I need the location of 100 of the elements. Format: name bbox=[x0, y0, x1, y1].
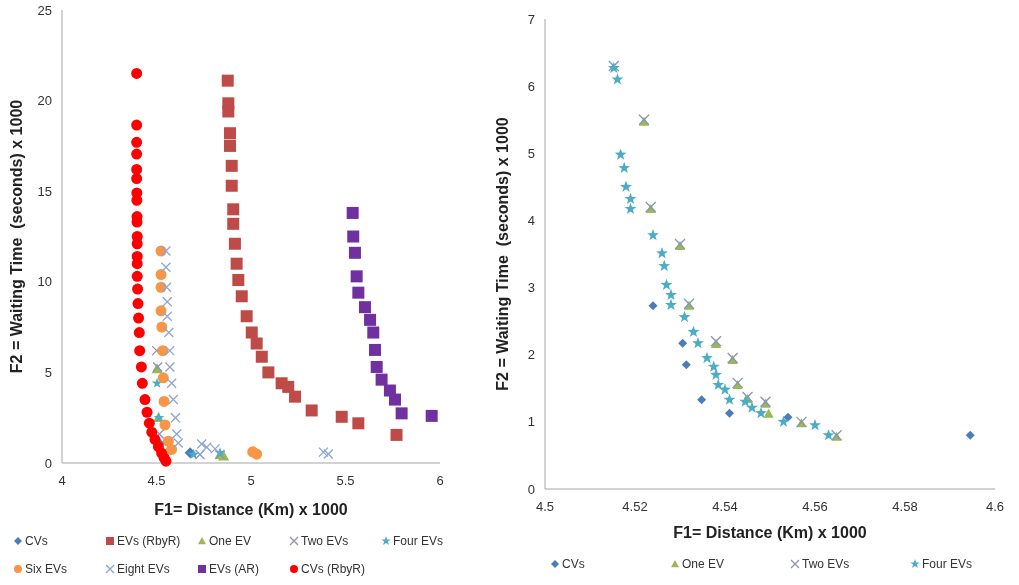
point bbox=[367, 326, 380, 339]
x-tick-label: 4.6 bbox=[985, 499, 1005, 514]
point bbox=[133, 327, 145, 339]
point bbox=[255, 350, 268, 363]
point bbox=[656, 247, 668, 259]
point bbox=[701, 351, 713, 364]
legend-label: Two EVs bbox=[802, 557, 850, 571]
point bbox=[763, 408, 774, 418]
point bbox=[155, 269, 167, 281]
y-axis-title: F2 = Waiting Time (seconds) x 1000 bbox=[494, 117, 511, 391]
point bbox=[240, 310, 253, 323]
point bbox=[225, 159, 238, 172]
point bbox=[624, 202, 637, 215]
x-tick-label: 4 bbox=[58, 473, 66, 488]
legend-label: Four EVs bbox=[922, 557, 973, 571]
point bbox=[232, 273, 245, 286]
point bbox=[136, 377, 148, 389]
y-tick-label: 7 bbox=[527, 11, 535, 27]
point bbox=[965, 430, 975, 440]
y-tick-label: 25 bbox=[37, 2, 52, 18]
point bbox=[161, 282, 172, 293]
point bbox=[225, 179, 238, 192]
point bbox=[245, 326, 258, 339]
point bbox=[141, 406, 153, 418]
point bbox=[170, 412, 181, 423]
point bbox=[352, 417, 365, 430]
point bbox=[289, 390, 302, 403]
point bbox=[611, 73, 624, 85]
x-tick-label: 6 bbox=[436, 473, 444, 488]
point bbox=[723, 393, 736, 405]
point bbox=[194, 449, 206, 460]
point bbox=[164, 361, 176, 373]
legend-label: Eight EVs bbox=[117, 562, 170, 576]
x-tick-label: 4.5 bbox=[535, 499, 555, 514]
point bbox=[335, 410, 348, 423]
point bbox=[678, 338, 688, 348]
legend-label: CVs bbox=[562, 557, 585, 571]
legend-label: CVs (RbyR) bbox=[301, 562, 366, 576]
point bbox=[250, 337, 263, 350]
legend-label: EVs (RbyR) bbox=[117, 534, 181, 548]
y-tick-label: 5 bbox=[527, 145, 535, 161]
point bbox=[224, 139, 237, 152]
point bbox=[368, 343, 381, 356]
point bbox=[131, 136, 143, 148]
point bbox=[158, 395, 170, 407]
point bbox=[251, 448, 263, 460]
point bbox=[375, 373, 388, 386]
x-axis-title: F1= Distance (Km) x 1000 bbox=[673, 524, 867, 541]
point bbox=[228, 237, 241, 250]
point bbox=[755, 406, 767, 419]
point bbox=[222, 105, 235, 118]
point bbox=[227, 203, 240, 216]
y-tick-label: 10 bbox=[37, 274, 52, 290]
point bbox=[157, 345, 169, 357]
point bbox=[323, 448, 334, 460]
point bbox=[620, 180, 632, 192]
point bbox=[224, 127, 237, 140]
point bbox=[692, 337, 704, 349]
legend-label: One EV bbox=[682, 557, 725, 571]
point bbox=[370, 360, 383, 373]
point bbox=[348, 246, 361, 259]
point bbox=[143, 417, 155, 429]
x-axis-title: F1= Distance (Km) x 1000 bbox=[154, 501, 348, 518]
point bbox=[227, 217, 240, 230]
point bbox=[201, 442, 212, 453]
point bbox=[163, 327, 174, 338]
point bbox=[162, 311, 173, 322]
point bbox=[230, 257, 243, 270]
point bbox=[166, 378, 177, 389]
point bbox=[160, 245, 172, 257]
point bbox=[390, 428, 403, 441]
point bbox=[719, 383, 731, 395]
point bbox=[318, 446, 329, 458]
point bbox=[262, 366, 275, 379]
point bbox=[687, 325, 700, 337]
point bbox=[168, 394, 179, 405]
point bbox=[364, 313, 377, 326]
point bbox=[131, 173, 143, 185]
point bbox=[134, 345, 146, 357]
x-tick-label: 4.56 bbox=[802, 499, 828, 514]
point bbox=[725, 408, 734, 418]
point bbox=[346, 206, 359, 219]
point bbox=[166, 443, 178, 455]
point bbox=[707, 360, 720, 372]
legend-label: Six EVs bbox=[25, 562, 68, 576]
point bbox=[809, 418, 821, 431]
point bbox=[164, 345, 175, 356]
point bbox=[681, 360, 691, 370]
point bbox=[665, 298, 677, 311]
point bbox=[618, 161, 631, 174]
point bbox=[131, 119, 143, 131]
point bbox=[188, 448, 199, 460]
legend-label: Four EVs bbox=[393, 534, 444, 548]
y-tick-label: 5 bbox=[44, 364, 52, 380]
point bbox=[132, 283, 144, 295]
point bbox=[131, 67, 143, 79]
x-tick-label: 4.58 bbox=[892, 499, 918, 514]
point bbox=[157, 372, 169, 384]
y-axis-title: F2 = Waiting Time (seconds) x 1000 bbox=[8, 99, 25, 374]
point bbox=[196, 438, 207, 450]
